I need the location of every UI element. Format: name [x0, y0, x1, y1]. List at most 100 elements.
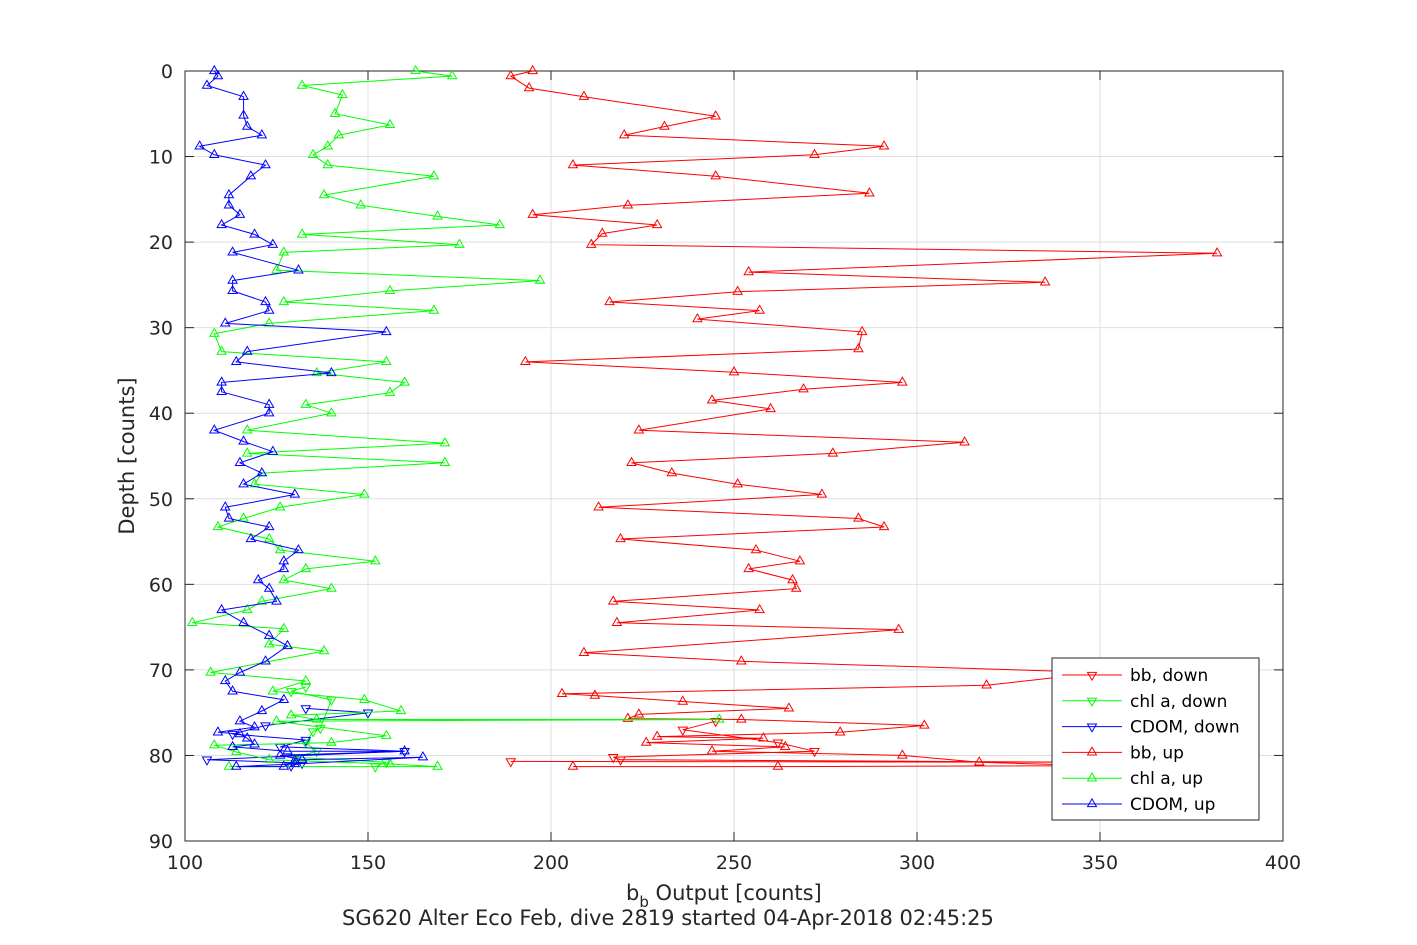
data-point	[380, 325, 392, 336]
data-point	[208, 148, 220, 159]
data-point	[604, 295, 615, 306]
data-point	[505, 758, 517, 768]
data-point	[274, 501, 286, 511]
data-point	[219, 317, 231, 327]
data-point	[263, 407, 275, 417]
data-point	[212, 726, 224, 736]
data-point	[216, 376, 227, 386]
data-point	[293, 264, 304, 274]
y-tick-label: 0	[161, 61, 173, 83]
data-point	[765, 402, 776, 413]
series-chl-a-up	[186, 64, 725, 770]
data-point	[278, 295, 290, 306]
data-point	[362, 709, 374, 719]
data-point	[285, 709, 297, 719]
x-axis-ticks: 100 150 200 250 300 350 400	[167, 71, 1301, 874]
data-point	[878, 520, 890, 531]
data-point	[622, 712, 634, 722]
data-point	[293, 543, 304, 554]
legend-swatch-marker	[1086, 697, 1098, 707]
data-point	[809, 148, 820, 159]
x-tick-label: 350	[1082, 852, 1118, 874]
data-point	[216, 603, 227, 614]
data-point	[263, 582, 275, 592]
data-point	[853, 342, 864, 353]
data-point	[267, 685, 279, 695]
data-point	[282, 744, 293, 755]
data-point	[315, 724, 326, 735]
data-point	[622, 199, 634, 209]
data-point	[428, 304, 440, 314]
data-point	[973, 756, 985, 766]
data-point	[981, 679, 992, 689]
data-point	[241, 447, 253, 457]
data-point	[311, 713, 323, 723]
data-point	[241, 345, 253, 355]
y-tick-label: 50	[149, 489, 173, 511]
data-point	[278, 622, 290, 632]
data-point	[651, 218, 663, 229]
data-point	[384, 386, 396, 396]
data-point	[439, 436, 451, 447]
data-point	[527, 208, 539, 218]
data-point	[238, 616, 249, 626]
data-point	[439, 456, 451, 467]
y-tick-label: 20	[149, 232, 173, 254]
data-point	[326, 582, 337, 592]
data-point	[896, 749, 908, 759]
data-point	[300, 705, 312, 715]
data-point	[300, 398, 312, 408]
data-point	[640, 736, 652, 746]
data-point	[384, 757, 396, 768]
data-point	[278, 573, 290, 584]
data-point	[278, 246, 290, 256]
data-point	[959, 436, 970, 446]
data-point	[692, 312, 703, 323]
data-point	[238, 435, 249, 445]
data-point	[666, 466, 678, 477]
y-tick-label: 10	[149, 147, 173, 169]
legend-label: chl a, down	[1130, 692, 1227, 712]
data-point	[834, 726, 846, 736]
data-point	[732, 478, 744, 488]
data-point	[369, 555, 381, 565]
data-point	[384, 118, 396, 129]
x-tick-label: 200	[533, 852, 569, 874]
data-point	[216, 345, 227, 355]
data-point	[230, 745, 242, 756]
data-point	[633, 424, 645, 434]
data-point	[186, 616, 198, 626]
data-point	[238, 109, 249, 119]
data-point	[754, 603, 765, 614]
data-point	[238, 478, 249, 488]
data-point	[779, 740, 791, 751]
data-point	[271, 595, 282, 605]
data-point	[208, 739, 220, 749]
y-axis-ticks: 0 10 20 30 40 50 60 70 80 90	[149, 61, 1283, 853]
data-point	[787, 573, 798, 584]
data-point	[300, 674, 312, 685]
data-point	[252, 573, 264, 584]
data-point	[249, 738, 260, 748]
legend-label: CDOM, down	[1130, 718, 1240, 738]
data-point	[326, 736, 337, 746]
data-point	[410, 64, 421, 75]
data-point	[278, 562, 290, 573]
data-point	[633, 708, 645, 718]
data-point	[816, 488, 828, 498]
data-point	[893, 623, 905, 633]
data-point	[358, 693, 370, 703]
data-point	[318, 644, 330, 655]
data-point	[743, 562, 755, 573]
series-cdom-up	[194, 64, 429, 770]
data-point	[307, 728, 319, 738]
data-point	[1211, 247, 1223, 257]
data-point	[527, 64, 539, 75]
data-point	[227, 246, 238, 256]
data-point	[567, 760, 579, 770]
data-point	[271, 264, 282, 274]
data-point	[735, 655, 747, 665]
data-point	[494, 218, 506, 229]
data-point	[754, 304, 765, 314]
legend-label: chl a, up	[1130, 769, 1203, 789]
